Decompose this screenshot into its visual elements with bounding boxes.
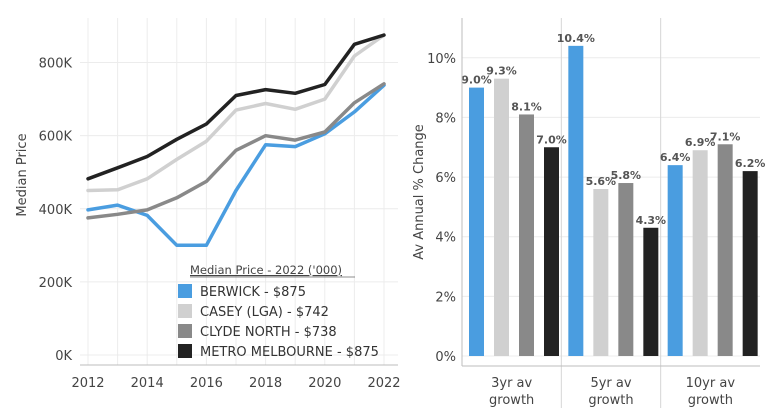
bar-casey-lga-10yr-av-growth <box>692 150 708 356</box>
bar-data-label: 9.3% <box>486 65 517 78</box>
bar-y-tick-label: 0% <box>435 350 456 365</box>
bar-chart-bars <box>469 45 758 357</box>
bar-chart-panel: 0% 2% 4% 6% 8% 10% Av Annual % Change 9.0% 10.… <box>412 18 765 408</box>
line-x-tick-label: 2022 <box>367 376 400 391</box>
bar-data-label: 8.1% <box>511 100 542 113</box>
bar-casey-lga-3yr-av-growth <box>494 78 509 357</box>
legend-swatch-casey <box>178 304 192 318</box>
bar-clyde-north-3yr-av-growth <box>519 114 534 356</box>
bar-casey-lga-5yr-av-growth <box>593 189 609 356</box>
bar-chart-y-tick-labels: 0% 2% 4% 6% 8% 10% <box>427 52 456 365</box>
bar-metro-melbourne-3yr-av-growth <box>544 147 559 356</box>
legend-entry-metro-melbourne: METRO MELBOURNE - $875 <box>200 345 379 360</box>
bar-category-label: 10yr av growth <box>686 376 736 408</box>
line-y-tick-label: 200K <box>39 276 73 291</box>
bar-data-label: 7.1% <box>710 130 741 143</box>
line-chart-series <box>86 33 386 248</box>
line-series-clyde-north <box>86 82 386 220</box>
bar-y-tick-label: 8% <box>435 111 456 126</box>
legend-entry-clyde-north: CLYDE NORTH - $738 <box>200 325 337 340</box>
bar-data-label: 5.6% <box>586 175 617 188</box>
line-series-metro-melbourne <box>86 33 386 181</box>
bar-category-label: 3yr av growth <box>489 376 534 408</box>
line-y-tick-label: 800K <box>39 57 73 72</box>
bar-data-label: 6.4% <box>660 151 691 164</box>
bar-data-label: 6.2% <box>735 157 765 170</box>
legend-swatch-metro-melbourne <box>178 344 192 358</box>
legend-title: Median Price - 2022 ('000) <box>190 263 342 277</box>
line-y-tick-label: 600K <box>39 130 73 145</box>
bar-chart-group-separators <box>560 18 662 408</box>
bar-berwick-10yr-av-growth <box>667 165 683 356</box>
legend-swatch-clyde-north <box>178 324 192 338</box>
bar-data-label: 7.0% <box>536 133 567 146</box>
bar-category-label: 5yr av growth <box>588 376 633 408</box>
line-y-tick-label: 400K <box>39 203 73 218</box>
line-chart-x-tick-labels: 2012 2014 2016 2018 2020 2022 <box>71 376 400 391</box>
bar-chart-data-labels: 9.0% 10.4% 6.4% 9.3% 5.6% 6.9% 8.1% 5.8% 7.1% 7.0… <box>461 32 765 227</box>
bar-y-tick-label: 6% <box>435 171 456 186</box>
line-chart-legend: Median Price - 2022 ('000) BERWICK - $87… <box>178 263 379 360</box>
line-x-tick-label: 2020 <box>308 376 341 391</box>
line-series-casey-lga <box>86 33 386 193</box>
bar-y-tick-label: 4% <box>435 231 456 246</box>
bar-y-tick-label: 2% <box>435 290 456 305</box>
bar-y-tick-label: 10% <box>427 52 456 67</box>
bar-data-label: 5.8% <box>611 169 642 182</box>
bar-metro-melbourne-5yr-av-growth <box>643 227 659 356</box>
bar-clyde-north-5yr-av-growth <box>618 183 634 356</box>
bar-chart-gridlines <box>462 57 760 357</box>
line-x-tick-label: 2012 <box>71 376 104 391</box>
bar-chart-category-labels: 3yr av growth 5yr av growth 10yr av growth <box>489 376 735 408</box>
line-chart-y-tick-labels: 0K 200K 400K 600K 800K <box>39 57 73 364</box>
legend-entry-casey: CASEY (LGA) - $742 <box>200 305 329 320</box>
bar-metro-melbourne-10yr-av-growth <box>742 171 758 356</box>
bar-data-label: 4.3% <box>636 214 667 227</box>
legend-swatch-berwick <box>178 284 192 298</box>
bar-berwick-5yr-av-growth <box>568 45 584 356</box>
bar-data-label: 10.4% <box>557 32 595 45</box>
bar-data-label: 9.0% <box>461 74 492 87</box>
line-x-tick-label: 2016 <box>190 376 223 391</box>
legend-entry-berwick: BERWICK - $875 <box>200 285 306 300</box>
bar-data-label: 6.9% <box>685 136 716 149</box>
line-y-tick-label: 0K <box>55 349 72 364</box>
bar-chart-y-axis-label: Av Annual % Change <box>412 124 427 260</box>
line-chart-y-axis-label: Median Price <box>15 133 30 216</box>
line-x-tick-label: 2014 <box>131 376 164 391</box>
bar-berwick-3yr-av-growth <box>469 87 484 356</box>
bar-clyde-north-10yr-av-growth <box>717 144 733 356</box>
line-x-tick-label: 2018 <box>249 376 282 391</box>
